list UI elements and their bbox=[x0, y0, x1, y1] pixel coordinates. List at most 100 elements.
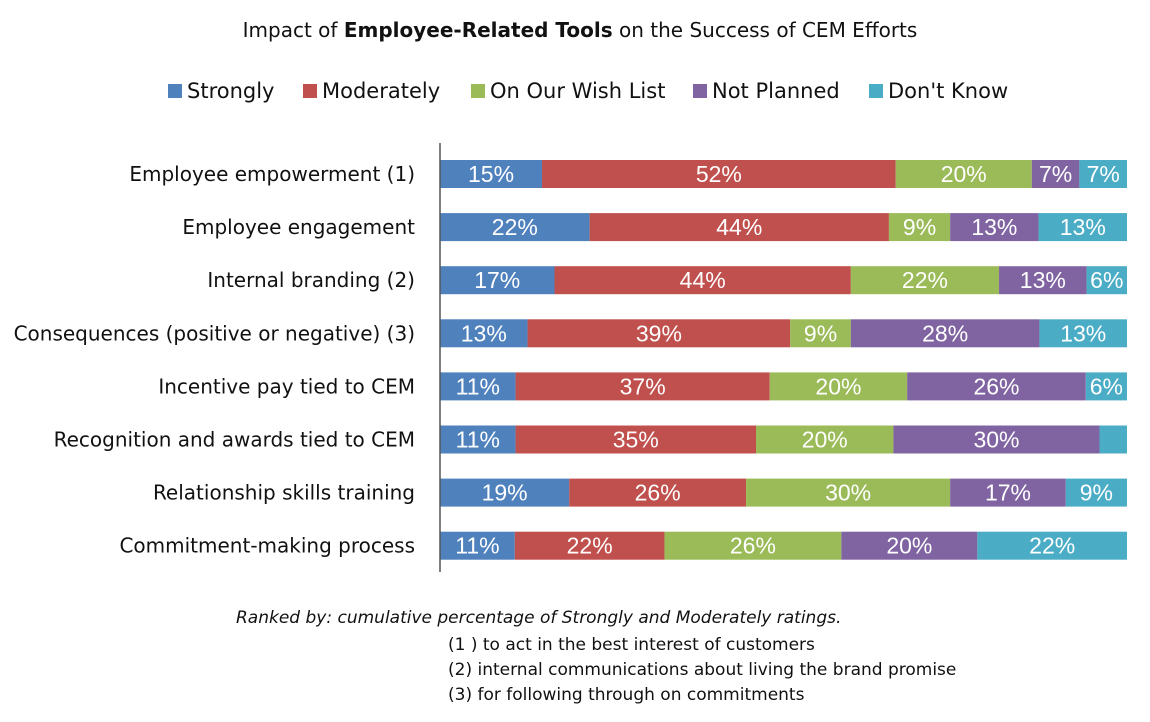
data-label: 20% bbox=[802, 427, 848, 453]
bar-row-employee-empowerment-1: Employee empowerment (1) 15% 52% 20% 7% 7% bbox=[129, 160, 1127, 188]
data-label: 30% bbox=[973, 427, 1019, 453]
footnote-1: (1 ) to act in the best interest of cust… bbox=[448, 635, 815, 655]
data-label: 22% bbox=[1029, 533, 1075, 559]
legend-item-don-t-know: Don't Know bbox=[869, 79, 1008, 103]
bar-segment-not-planned bbox=[850, 319, 1040, 348]
category-label: Employee engagement bbox=[182, 215, 415, 239]
bar-row-commitment-making-process: Commitment-making process 11% 22% 26% 20% 22% bbox=[119, 531, 1127, 560]
legend-swatch-don-t-know bbox=[869, 84, 883, 98]
bar-segment-strongly bbox=[440, 266, 555, 295]
bar-segment-strongly bbox=[440, 425, 516, 454]
bar-segment-on-our-wish-list bbox=[888, 213, 951, 242]
data-label: 9% bbox=[903, 214, 936, 240]
legend-swatch-moderately bbox=[303, 84, 317, 98]
bar-segment-moderately bbox=[527, 319, 791, 348]
legend-item-moderately: Moderately bbox=[303, 79, 440, 103]
data-label: 13% bbox=[971, 214, 1017, 240]
data-label: 52% bbox=[696, 161, 742, 187]
legend-label-not-planned: Not Planned bbox=[712, 79, 840, 103]
ranked-note: Ranked by: cumulative percentage of Stro… bbox=[236, 608, 841, 628]
bar-segment-strongly bbox=[440, 319, 528, 348]
bar-segment-on-our-wish-list bbox=[746, 478, 951, 507]
bar-row-internal-branding-2: Internal branding (2) 17% 44% 22% 13% 6% bbox=[207, 266, 1127, 295]
bar-segment-on-our-wish-list bbox=[850, 266, 1000, 295]
bar-row-consequences-positive-or-negative-3: Consequences (positive or negative) (3) 1… bbox=[14, 319, 1127, 348]
bar-segment-don-t-know bbox=[1086, 266, 1127, 295]
data-label: 17% bbox=[474, 267, 520, 293]
data-label: 22% bbox=[492, 214, 538, 240]
bar-segment-not-planned bbox=[907, 372, 1086, 401]
data-label: 20% bbox=[886, 533, 932, 559]
bar-segment-on-our-wish-list bbox=[790, 319, 851, 348]
category-label: Consequences (positive or negative) (3) bbox=[14, 321, 415, 345]
bar-segment-moderately bbox=[569, 478, 747, 507]
bar-segment-strongly bbox=[440, 160, 543, 188]
bar-segment-moderately bbox=[542, 160, 896, 188]
data-label: 13% bbox=[1020, 267, 1066, 293]
data-label: 19% bbox=[482, 480, 528, 506]
data-label: 30% bbox=[825, 480, 871, 506]
bar-segment-on-our-wish-list bbox=[756, 425, 894, 454]
data-label: 26% bbox=[730, 533, 776, 559]
legend: Strongly Moderately On Our Wish List Not Pl… bbox=[168, 79, 1008, 103]
data-label: 37% bbox=[620, 373, 666, 399]
bar-segment-moderately bbox=[515, 425, 757, 454]
data-label: 44% bbox=[680, 267, 726, 293]
data-label: 9% bbox=[1080, 480, 1113, 506]
data-label: 11% bbox=[456, 373, 500, 399]
legend-swatch-not-planned bbox=[693, 84, 707, 98]
bar-segment-moderately bbox=[515, 372, 770, 401]
bars: Employee empowerment (1) 15% 52% 20% 7% 7% Emp… bbox=[14, 160, 1127, 560]
category-label: Commitment-making process bbox=[119, 534, 415, 558]
data-label: 13% bbox=[1060, 320, 1106, 346]
bar-segment-don-t-know bbox=[1085, 372, 1127, 401]
data-label: 17% bbox=[985, 480, 1031, 506]
data-label: 7% bbox=[1087, 161, 1120, 187]
data-label: 6% bbox=[1090, 373, 1123, 399]
chart-title: Impact of Employee-Related Tools on the … bbox=[243, 18, 918, 42]
category-label: Employee empowerment (1) bbox=[129, 162, 415, 186]
legend-label-strongly: Strongly bbox=[187, 79, 275, 103]
data-label: 9% bbox=[804, 320, 837, 346]
bar-row-relationship-skills-training: Relationship skills training 19% 26% 30% 17%… bbox=[153, 478, 1127, 507]
bar-segment-not-planned bbox=[841, 531, 978, 560]
legend-label-don-t-know: Don't Know bbox=[888, 79, 1008, 103]
legend-swatch-strongly bbox=[168, 84, 182, 98]
legend-label-on-our-wish-list: On Our Wish List bbox=[490, 79, 665, 103]
legend-item-strongly: Strongly bbox=[168, 79, 275, 103]
bar-segment-don-t-know bbox=[1099, 425, 1127, 454]
category-label: Relationship skills training bbox=[153, 481, 415, 505]
bar-segment-strongly bbox=[440, 213, 590, 242]
data-label: 11% bbox=[456, 427, 500, 453]
data-label: 26% bbox=[973, 373, 1019, 399]
category-label: Recognition and awards tied to CEM bbox=[54, 428, 415, 452]
bar-segment-not-planned bbox=[950, 478, 1066, 507]
bar-segment-on-our-wish-list bbox=[769, 372, 908, 401]
bar-row-recognition-and-awards-tied-to-cem: Recognition and awards tied to CEM 11% 35%… bbox=[54, 425, 1127, 454]
bar-segment-not-planned bbox=[999, 266, 1087, 295]
footnote-3: (3) for following through on commitments bbox=[448, 685, 805, 705]
chart-title-prefix: Impact of bbox=[243, 18, 344, 42]
data-label: 7% bbox=[1039, 161, 1072, 187]
bar-segment-strongly bbox=[440, 372, 516, 401]
bar-segment-don-t-know bbox=[1039, 319, 1127, 348]
bar-segment-moderately bbox=[589, 213, 889, 242]
data-label: 13% bbox=[461, 320, 507, 346]
data-label: 11% bbox=[455, 533, 499, 559]
data-label: 15% bbox=[468, 161, 514, 187]
data-label: 6% bbox=[1090, 267, 1123, 293]
category-label: Incentive pay tied to CEM bbox=[158, 374, 415, 398]
category-label: Internal branding (2) bbox=[207, 268, 415, 292]
chart-title-suffix: on the Success of CEM Efforts bbox=[613, 18, 918, 42]
bar-segment-moderately bbox=[514, 531, 665, 560]
bar-segment-strongly bbox=[440, 531, 515, 560]
data-label: 35% bbox=[613, 427, 659, 453]
bar-segment-not-planned bbox=[950, 213, 1039, 242]
bar-segment-on-our-wish-list bbox=[895, 160, 1032, 188]
legend-swatch-on-our-wish-list bbox=[471, 84, 485, 98]
data-label: 13% bbox=[1060, 214, 1106, 240]
data-label: 39% bbox=[636, 320, 682, 346]
data-label: 22% bbox=[567, 533, 613, 559]
legend-item-on-our-wish-list: On Our Wish List bbox=[471, 79, 665, 103]
bar-row-incentive-pay-tied-to-cem: Incentive pay tied to CEM 11% 37% 20% 26% 6% bbox=[158, 372, 1127, 401]
